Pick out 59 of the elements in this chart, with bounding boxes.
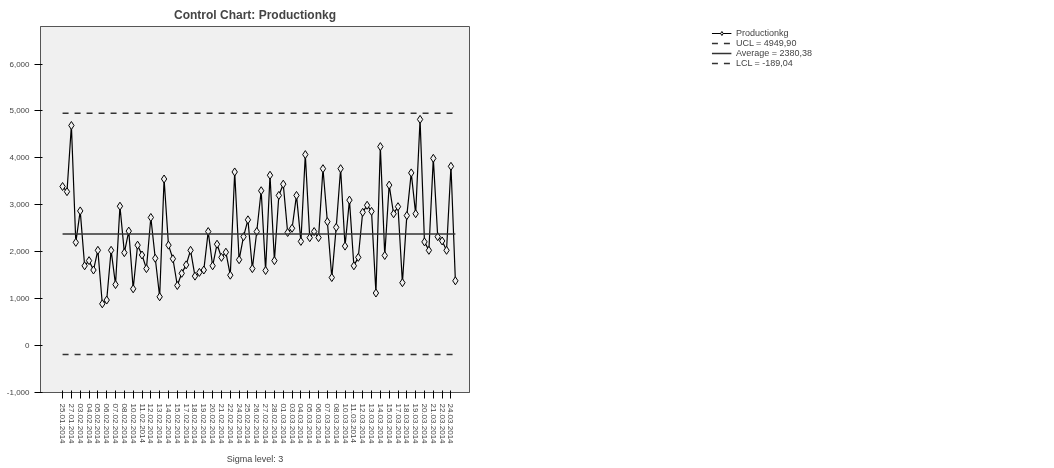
x-tick-label: 08.03.2014: [331, 403, 341, 445]
x-tick-label: 19.02.2014: [199, 403, 209, 445]
y-tick-label: 2,000: [9, 247, 31, 257]
x-tick-label: 17.02.2014: [181, 403, 191, 445]
x-tick-label: 21.03.2014: [428, 403, 438, 445]
y-tick-label: 3,000: [9, 200, 31, 210]
x-tick-label: 13.02.2014: [155, 403, 165, 445]
x-tick-label: 20.02.2014: [208, 403, 218, 445]
x-tick-label: 07.02.2014: [111, 403, 121, 445]
x-tick-label: 10.03.2014: [340, 403, 350, 445]
text: Sigma level: 3: [226, 453, 284, 464]
y-tick-label: 6,000: [9, 59, 31, 69]
x-tick-label: 12.02.2014: [146, 403, 156, 445]
y-tick-label: 1,000: [9, 294, 31, 304]
x-tick-label: 10.02.2014: [128, 403, 138, 445]
x-tick-label: 18.03.2014: [402, 403, 412, 445]
x-tick-label: 06.03.2014: [314, 403, 324, 445]
y-tick-label: 4,000: [9, 153, 31, 163]
x-tick-label: 03.03.2014: [287, 403, 297, 445]
x-tick-label: 11.03.2014: [349, 403, 359, 444]
x-tick-label: 05.03.2014: [305, 403, 315, 445]
x-tick-label: 04.02.2014: [84, 403, 94, 445]
x-tick-label: 24.02.2014: [234, 403, 244, 445]
x-tick-label: 26.02.2014: [252, 403, 262, 445]
x-tick-label: 06.02.2014: [102, 403, 112, 445]
x-tick-label: 25.02.2014: [243, 403, 253, 445]
x-tick-label: 18.02.2014: [190, 403, 200, 445]
legend-label: Average = 2380,38: [735, 48, 813, 58]
x-tick-label: 19.03.2014: [411, 403, 421, 445]
x-tick-label: 22.03.2014: [437, 403, 447, 445]
x-tick-label: 04.03.2014: [296, 403, 306, 445]
x-tick-label: 27.02.2014: [261, 403, 271, 445]
x-tick-label: 14.03.2014: [375, 403, 385, 445]
x-tick-label: 01.03.2014: [278, 403, 288, 445]
y-tick-label: 0: [25, 341, 31, 351]
x-tick-label: 07.03.2014: [322, 403, 332, 445]
x-tick-label: 12.03.2014: [358, 403, 368, 445]
y-tick-label: -1,000: [6, 388, 31, 397]
x-tick-label: 11.02.2014: [137, 403, 147, 444]
x-tick-label: 22.02.2014: [225, 403, 235, 445]
x-tick-label: 17.03.2014: [393, 403, 403, 445]
x-tick-label: 14.02.2014: [163, 403, 173, 445]
x-tick-label: 27.01.2014: [66, 403, 76, 445]
x-tick-label: 20.03.2014: [419, 403, 429, 445]
x-tick-label: 15.02.2014: [172, 403, 182, 445]
x-tick-label: 15.03.2014: [384, 403, 394, 445]
legend-label: Productionkg: [735, 28, 789, 38]
x-tick-label: 21.02.2014: [216, 403, 226, 445]
x-tick-label: 25.01.2014: [58, 403, 68, 445]
legend-label: LCL = -189,04: [735, 58, 793, 68]
legend-label: UCL = 4949,90: [735, 38, 797, 48]
x-tick-label: 28.02.2014: [269, 403, 279, 445]
x-tick-label: 05.02.2014: [93, 403, 103, 445]
x-tick-label: 13.03.2014: [367, 403, 377, 445]
x-tick-label: 08.02.2014: [119, 403, 129, 445]
chart-title: Control Chart: Productionkg: [174, 7, 337, 22]
x-tick-label: 03.02.2014: [75, 403, 85, 445]
x-tick-label: 24.03.2014: [446, 403, 456, 445]
y-tick-label: 5,000: [9, 106, 31, 116]
